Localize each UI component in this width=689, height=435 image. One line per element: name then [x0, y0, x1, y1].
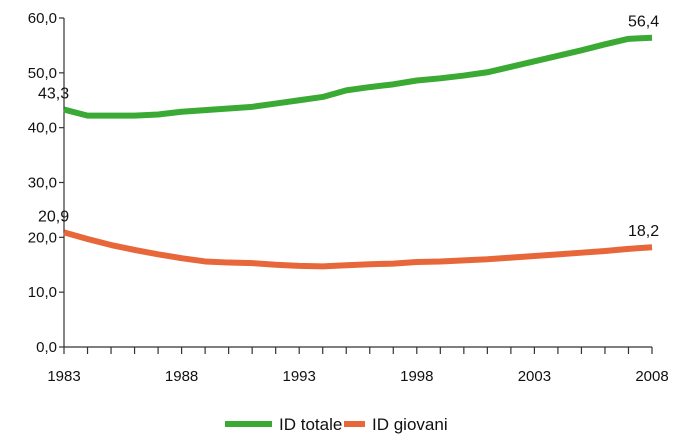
data-label: 18,2	[628, 223, 659, 240]
data-label: 20,9	[38, 208, 69, 225]
y-tick-label: 40,0	[28, 120, 57, 137]
x-tick-label: 1983	[47, 368, 80, 385]
x-tick-label: 1993	[283, 368, 316, 385]
legend-label: ID giovani	[372, 415, 448, 434]
y-tick-label: 0,0	[36, 339, 57, 356]
axes: 0,0 10,0 20,0 30,0 40,0 50,0 60,0 1983 1988 1993 1…	[28, 10, 669, 385]
legend: ID totale ID giovani	[225, 415, 448, 434]
x-tick-label: 1998	[400, 368, 433, 385]
x-tick-label: 1988	[165, 368, 198, 385]
series-layer	[63, 34, 653, 270]
x-tick-label: 2008	[635, 368, 668, 385]
y-tick-label: 50,0	[28, 65, 57, 82]
y-tick-label: 30,0	[28, 175, 57, 192]
x-tick-label: 2003	[518, 368, 551, 385]
data-label: 43,3	[38, 86, 69, 103]
series-line-2	[63, 229, 653, 270]
y-tick-label: 10,0	[28, 284, 57, 301]
y-tick-label: 20,0	[28, 229, 57, 246]
series-line-1	[63, 34, 653, 119]
legend-label: ID totale	[279, 415, 342, 434]
data-labels: 43,3 56,4 20,9 18,2	[38, 14, 659, 240]
data-label: 56,4	[628, 14, 659, 31]
y-tick-label: 60,0	[28, 10, 57, 27]
